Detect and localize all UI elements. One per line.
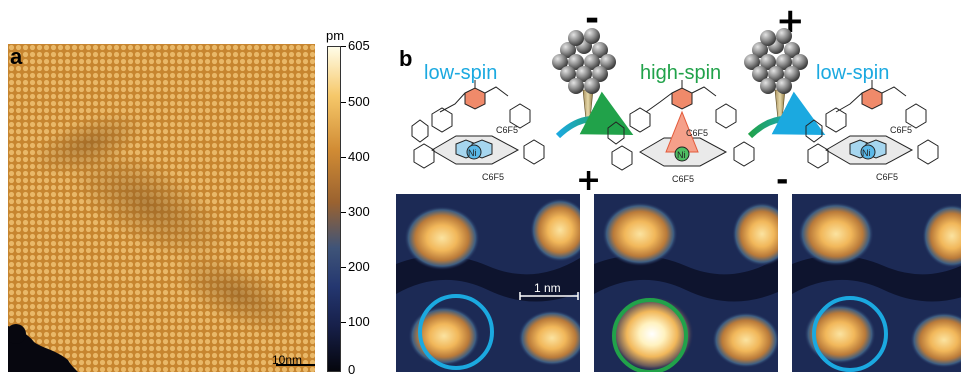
stm-image-small-2 bbox=[594, 194, 778, 372]
colorbar-tick-label: 200 bbox=[348, 259, 370, 274]
low-spin-marker bbox=[812, 296, 888, 372]
panel-label-b: b bbox=[399, 46, 413, 71]
colorbar-tick-label: 100 bbox=[348, 314, 370, 329]
tip-sign: - bbox=[585, 0, 600, 39]
colorbar-tick-label: 300 bbox=[348, 204, 370, 219]
high-spin-marker bbox=[612, 298, 688, 372]
colorbar-max-label: 605 bbox=[348, 38, 370, 53]
colorbar-tick bbox=[341, 212, 346, 213]
spin-state-label: low-spin bbox=[424, 62, 498, 84]
colorbar-tick bbox=[341, 102, 346, 103]
image-sign: + bbox=[576, 163, 602, 198]
stm-tip-1 bbox=[552, 28, 616, 131]
switch-arrow-1 bbox=[555, 91, 634, 139]
image-sign: - bbox=[776, 163, 789, 198]
molecule-high-spin bbox=[607, 80, 755, 171]
substituent-label: C6F5 bbox=[890, 125, 912, 135]
molecule-low-spin-2 bbox=[805, 80, 939, 169]
colorbar-tick-label: 500 bbox=[348, 94, 370, 109]
substituent-label: C6F5 bbox=[876, 172, 898, 182]
colorbar-tick bbox=[341, 46, 346, 47]
substituent-label: C6F5 bbox=[496, 125, 518, 135]
stm-image-small-3 bbox=[792, 194, 961, 372]
stm-image-small-1 bbox=[396, 194, 580, 372]
colorbar-tick bbox=[341, 267, 346, 268]
substituent-label: C6F5 bbox=[482, 172, 504, 182]
panel-label-a: a bbox=[10, 44, 23, 69]
substituent-label: C6F5 bbox=[672, 174, 694, 184]
scale-label-a: 10nm bbox=[272, 353, 303, 367]
spin-state-label: low-spin bbox=[816, 62, 890, 84]
colorbar-tick-label: 0 bbox=[348, 362, 356, 377]
switch-arrow-2 bbox=[747, 91, 826, 139]
colorbar-tick-label: 400 bbox=[348, 149, 370, 164]
scale-bar-a bbox=[276, 364, 315, 366]
colorbar-unit: pm bbox=[326, 28, 345, 43]
stm-tip-2 bbox=[744, 28, 808, 131]
colorbar-tick bbox=[341, 157, 346, 158]
metal-label: Ni bbox=[468, 148, 477, 158]
metal-label: Ni bbox=[677, 150, 686, 160]
low-spin-marker bbox=[418, 294, 494, 370]
stm-image-large bbox=[8, 44, 315, 372]
molecule-low-spin-1 bbox=[411, 80, 545, 169]
colorbar-tick bbox=[341, 322, 346, 323]
scale-label-b: 1 nm bbox=[534, 281, 561, 295]
metal-label: Ni bbox=[862, 148, 871, 158]
spin-state-label: high-spin bbox=[640, 62, 722, 84]
substituent-label: C6F5 bbox=[686, 128, 708, 138]
